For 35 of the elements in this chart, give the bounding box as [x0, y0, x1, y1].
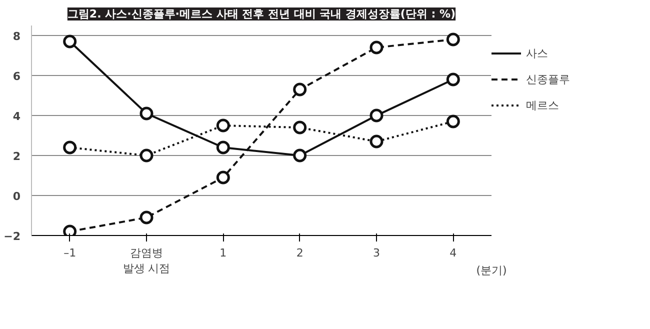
- x-tick-label: 2: [296, 246, 304, 260]
- y-tick-label: 0: [12, 190, 21, 203]
- x-tick-label: 감염병 발생 시점: [122, 246, 170, 276]
- x-tick-label: 1: [220, 246, 227, 260]
- point: [293, 120, 307, 134]
- legend-label: 신종플루: [526, 72, 570, 86]
- point: [370, 108, 384, 122]
- y-tick-label: 2: [12, 150, 20, 163]
- point: [216, 118, 230, 132]
- point: [446, 72, 460, 86]
- x-tick-label: 3: [373, 246, 380, 260]
- point: [216, 140, 230, 154]
- point: [293, 148, 307, 162]
- y-tick-label: 8: [12, 30, 20, 43]
- x-tick-label: 4: [450, 246, 457, 260]
- point: [216, 170, 230, 184]
- point: [140, 210, 154, 224]
- point: [370, 40, 384, 54]
- x-tick-label: –1: [64, 246, 76, 260]
- point: [140, 106, 154, 120]
- chart-title: 그림2. 사스·신종플루·메르스 사태 전후 전년 대비 국내 경제성장률(단위 : %): [67, 8, 456, 20]
- legend-label: 사스: [526, 46, 548, 60]
- y-tick-label: 4: [12, 110, 21, 123]
- point: [63, 34, 77, 48]
- point: [63, 224, 77, 236]
- point: [446, 114, 460, 128]
- x-axis-title: (분기): [476, 264, 507, 278]
- point: [370, 134, 384, 148]
- point: [140, 148, 154, 162]
- point: [63, 140, 77, 154]
- point: [293, 82, 307, 96]
- point: [446, 32, 460, 46]
- y-tick-label: 6: [12, 70, 21, 83]
- legend-label: 메르스: [526, 98, 559, 112]
- y-tick-label: −2: [4, 230, 21, 243]
